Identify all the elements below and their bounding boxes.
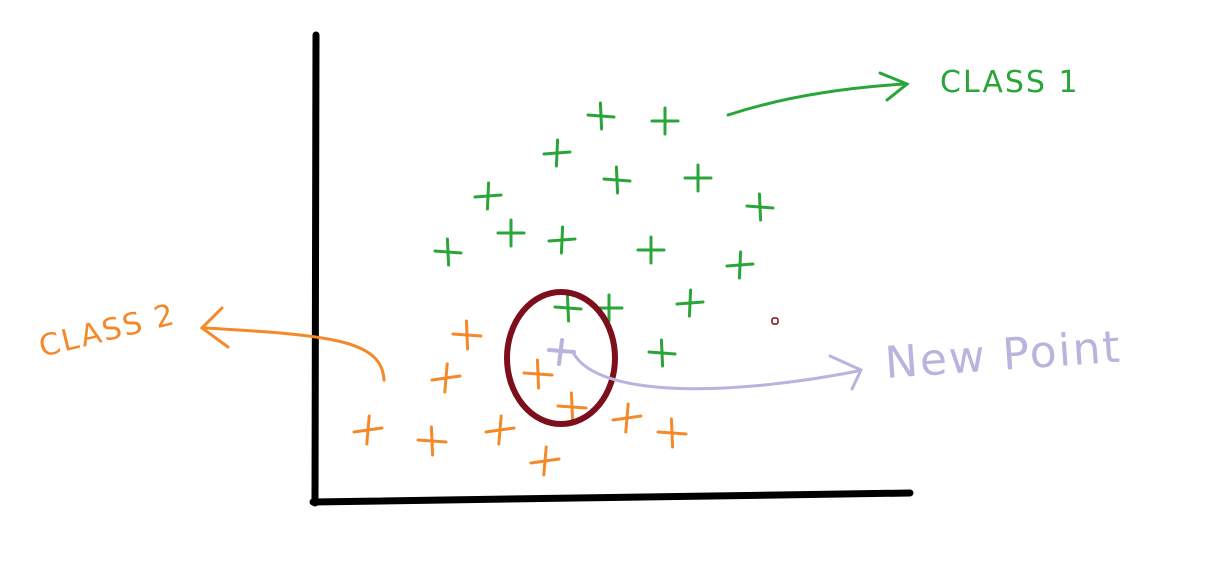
class1-point [745, 192, 775, 222]
neighborhood-circle [504, 289, 618, 427]
class1-point [647, 338, 677, 368]
x-axis [309, 489, 914, 506]
new-point-marker [547, 338, 576, 366]
new-point-arrow [572, 352, 864, 391]
class1-point [594, 293, 624, 323]
class1-point [542, 138, 572, 168]
class2-point [522, 358, 554, 390]
class1-point [496, 218, 526, 248]
class1-point [683, 163, 713, 193]
class2-point [430, 362, 462, 394]
class1-label: CLASS 1 [940, 65, 1080, 100]
class1-points [433, 101, 775, 368]
class2-point [556, 391, 588, 423]
class1-point [675, 288, 705, 318]
class1-point [602, 165, 632, 195]
class2-arrow [199, 306, 386, 382]
class2-points [352, 319, 688, 477]
class2-point [451, 319, 483, 351]
class2-point [352, 414, 384, 446]
class2-label: CLASS 2 [35, 297, 179, 365]
class2-point [611, 402, 643, 434]
class1-point [636, 235, 666, 265]
class1-point [553, 293, 583, 323]
class2-point [416, 425, 448, 457]
class1-point [725, 250, 755, 280]
stray-dot [771, 317, 779, 325]
class1-point [547, 225, 577, 255]
class1-arrow [726, 71, 910, 117]
class1-point [586, 101, 616, 131]
y-axis [311, 31, 320, 507]
class2-point [484, 414, 516, 446]
class1-point [473, 181, 503, 211]
class2-point [529, 445, 561, 477]
axes [309, 31, 914, 507]
class1-point [433, 237, 463, 267]
new-point-label: New Point [883, 322, 1123, 389]
class2-point [656, 417, 688, 449]
class1-point [650, 106, 680, 136]
